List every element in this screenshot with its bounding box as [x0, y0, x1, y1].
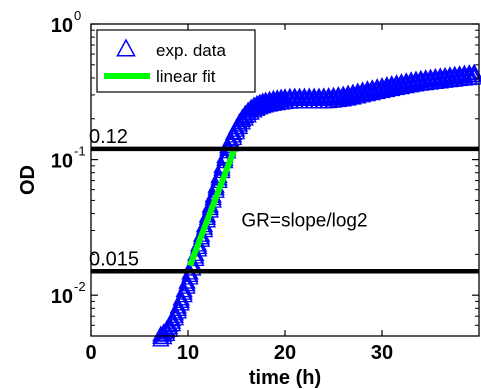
data-point: [465, 63, 481, 80]
y-axis-title: OD: [17, 165, 39, 195]
reference-line-label: 0.12: [89, 126, 128, 148]
data-point: [181, 268, 199, 285]
data-point: [465, 66, 481, 83]
annotation-text: GR=slope/log2: [241, 211, 367, 232]
legend-box: [96, 29, 256, 93]
legend-label: linear fit: [156, 67, 216, 86]
y-tick-label: 10 0: [51, 8, 81, 37]
annotations-layer: GR=slope/log2: [241, 211, 367, 232]
x-axis-title: time (h): [249, 367, 321, 389]
y-tick-exponent: -1: [74, 144, 86, 159]
x-tick-label: 20: [274, 342, 296, 364]
y-tick-exponent: 0: [74, 8, 81, 23]
reference-line-label: 0.015: [89, 248, 139, 270]
data-point: [184, 259, 202, 276]
legend-marker-triangle: [116, 38, 136, 57]
y-tick-base: 10: [51, 151, 73, 173]
y-tick-exponent: -2: [74, 279, 86, 294]
y-tick-label: 10 -2: [51, 279, 86, 308]
data-point: [175, 286, 193, 303]
y-tick-base: 10: [51, 286, 73, 308]
legend-label: exp. data: [156, 41, 226, 60]
legend: exp. data linear fit: [96, 29, 256, 93]
data-point: [465, 68, 481, 85]
y-tick-label: 10 -1: [51, 144, 86, 173]
plot-data-layer: [152, 63, 481, 347]
x-tick-label: 30: [371, 342, 393, 364]
y-tick-base: 10: [51, 15, 73, 37]
data-point: [169, 302, 187, 319]
data-point: [172, 294, 190, 311]
data-point: [178, 277, 196, 294]
x-tick-label: 0: [85, 342, 96, 364]
x-tick-label: 10: [177, 342, 199, 364]
linear-fit-line: [187, 147, 238, 267]
reference-lines-layer: 0.12 0.015: [89, 126, 479, 274]
